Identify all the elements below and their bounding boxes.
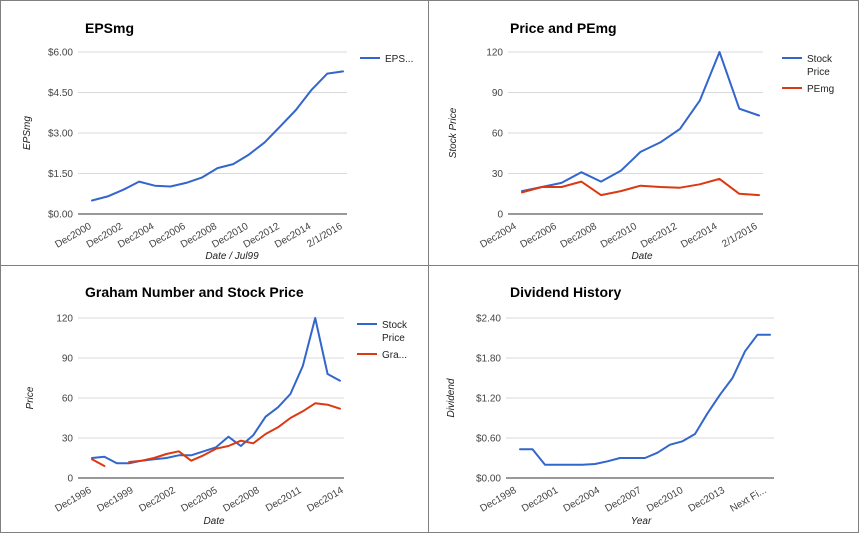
x-tick-label: Dec2010 xyxy=(599,221,640,251)
y-tick-label: 0 xyxy=(67,474,73,485)
y-tick-label: $2.40 xyxy=(476,314,501,325)
chart-dividend-history: Dividend History $0.00 $0.60 $1.20 $1.80 $2.4… xyxy=(446,284,774,527)
chart-title: Price and PEmg xyxy=(510,20,617,36)
y-tick-label: 60 xyxy=(62,394,74,405)
x-tick-label: Dec1998 xyxy=(478,485,519,515)
y-tick-label: $0.00 xyxy=(48,210,73,221)
y-tick-label: 90 xyxy=(62,354,74,365)
x-axis-label: Date / Jul99 xyxy=(205,251,259,262)
x-tick-label: Dec2008 xyxy=(559,221,600,251)
y-tick-label: $3.00 xyxy=(48,129,73,140)
legend-label: Gra... xyxy=(382,350,407,361)
legend-label: EPS... xyxy=(385,54,413,65)
chart-epsmg: EPSmg$0.00$1.50$3.00$4.50$6.00Dec2000Dec… xyxy=(22,20,413,262)
x-tick-label: Dec2005 xyxy=(179,485,220,515)
chart-title: EPSmg xyxy=(85,20,134,36)
legend-label: Stock Price xyxy=(807,54,833,78)
chart-title: Graham Number and Stock Price xyxy=(85,284,304,300)
y-tick-label: $0.00 xyxy=(476,474,501,485)
y-tick-label: $1.20 xyxy=(476,394,501,405)
x-axis-label: Year xyxy=(631,516,652,527)
y-tick-label: $1.80 xyxy=(476,354,501,365)
panel-epsmg: EPSmg $0.00 $1.50 $3.00 $4.50 $6.00 Dec2000 Dec… xyxy=(0,0,429,266)
y-tick-label: 30 xyxy=(62,434,74,445)
x-tick-label: Dec2006 xyxy=(518,221,559,251)
chart-title: Dividend History xyxy=(510,284,621,300)
y-tick-label: $6.00 xyxy=(48,48,73,59)
y-tick-label: 0 xyxy=(497,210,503,221)
series-line-gra xyxy=(91,402,341,467)
y-tick-label: 30 xyxy=(492,169,504,180)
x-axis-label: Date xyxy=(631,251,653,262)
x-tick-label: Dec2010 xyxy=(645,485,686,515)
x-tick-label: 2/1/2016 xyxy=(720,221,760,250)
chart-graham-number: Graham Number and Stock Price 0 30 60 90 120 D… xyxy=(25,284,408,527)
y-tick-label: 120 xyxy=(56,314,73,325)
y-axis-label: Stock Price xyxy=(448,107,459,158)
series-line-dividend xyxy=(519,333,771,466)
y-tick-label: 90 xyxy=(492,88,504,99)
x-tick-label: 2/1/2016 xyxy=(305,221,345,250)
panel-dividend-history: Dividend History $0.00 $0.60 $1.20 $1.80 $2.4… xyxy=(429,266,859,533)
x-tick-label: Dec2014 xyxy=(305,485,346,515)
x-tick-label: Dec2008 xyxy=(221,485,262,515)
x-tick-label: Dec2012 xyxy=(639,221,680,251)
legend-label: Stock Price xyxy=(382,320,408,344)
x-tick-label: Dec1996 xyxy=(53,485,94,515)
y-tick-label: $0.60 xyxy=(476,434,501,445)
x-tick-label: Dec2002 xyxy=(137,485,178,515)
panel-graham-number: Graham Number and Stock Price 0 30 60 90 120 D… xyxy=(0,266,429,533)
x-tick-label: Dec1999 xyxy=(95,485,136,515)
panel-price-pemg: Price and PEmg 0 30 60 90 120 Dec2004 Dec2006 De… xyxy=(429,0,859,266)
x-axis-label: Date xyxy=(203,516,225,527)
series-line-stock-price xyxy=(91,317,341,465)
series-line-eps xyxy=(91,70,344,202)
x-tick-label: Dec2014 xyxy=(679,221,720,251)
y-axis-label: Dividend xyxy=(446,378,457,417)
series-line-pemg xyxy=(521,177,760,197)
y-tick-label: $4.50 xyxy=(48,88,73,99)
y-tick-label: 120 xyxy=(486,48,503,59)
x-tick-label: Dec2007 xyxy=(603,485,644,515)
legend-label: PEmg xyxy=(807,84,834,95)
series-line-stock-price xyxy=(521,51,760,193)
y-tick-label: $1.50 xyxy=(48,169,73,180)
y-tick-label: 60 xyxy=(492,129,504,140)
x-tick-label: Dec2004 xyxy=(562,485,603,515)
x-tick-label: Dec2013 xyxy=(687,485,728,515)
x-tick-label: Dec2004 xyxy=(478,221,519,251)
x-tick-label: Next Fi... xyxy=(728,485,768,515)
y-axis-label: Price xyxy=(25,386,36,409)
x-tick-label: Dec2011 xyxy=(264,485,304,514)
x-tick-label: Dec2001 xyxy=(520,485,561,515)
y-axis-label: EPSmg xyxy=(22,116,33,150)
